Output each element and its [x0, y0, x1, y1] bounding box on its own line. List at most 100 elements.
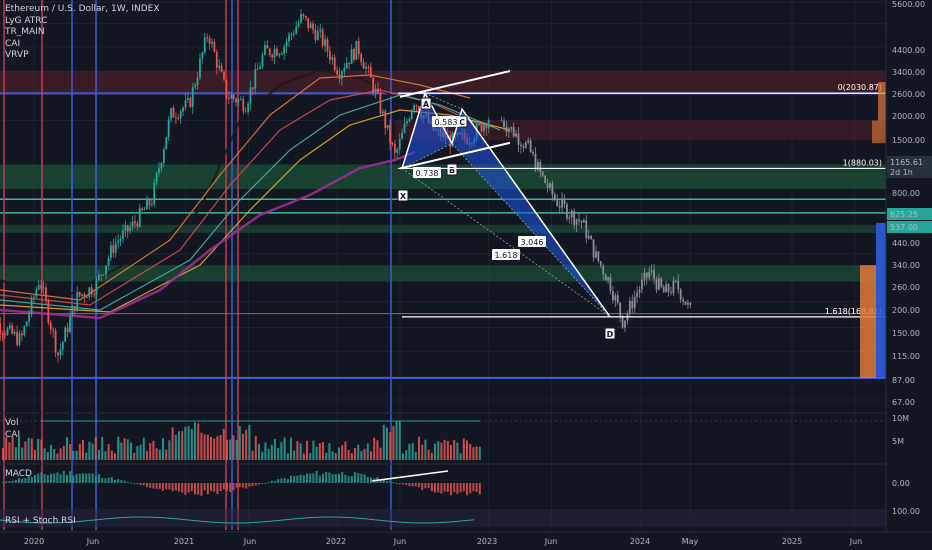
candle-body — [532, 151, 534, 154]
candle-body — [131, 221, 134, 227]
volume-bar — [200, 432, 203, 460]
candle-body — [167, 119, 170, 137]
volume-bar — [142, 437, 145, 460]
candle-body — [126, 225, 129, 232]
volume-bar — [78, 443, 81, 460]
macd-bar — [408, 483, 411, 487]
macd-bar — [110, 477, 113, 483]
macd-bar — [130, 482, 132, 484]
time-tick-label: Jun — [544, 537, 558, 546]
candle-body — [539, 162, 542, 172]
macd-bar — [235, 483, 238, 488]
indicator-lyg-atrc[interactable]: LyG ATRC — [5, 15, 48, 26]
candle-body — [129, 226, 132, 232]
time-axis[interactable]: 2020 Jun 2021 Jun 2022 Jun 2023 Jun 2024 May 2025 J… — [0, 531, 932, 550]
time-tick-label: 2022 — [326, 537, 346, 546]
candle-body — [527, 140, 530, 143]
candle-body — [324, 39, 326, 46]
candle-body — [143, 209, 146, 211]
macd-bar — [232, 483, 235, 491]
candle-body — [179, 111, 182, 119]
candle-body — [624, 320, 626, 328]
candle-body — [114, 242, 117, 253]
candle-body — [162, 149, 165, 164]
macd-bar — [277, 479, 280, 483]
candle-body — [0, 323, 2, 334]
current-price-label: 1165.61 — [890, 158, 923, 167]
macd-bar — [162, 483, 164, 491]
candle-body — [536, 162, 539, 171]
candle-body — [520, 144, 522, 147]
candle-body — [45, 287, 47, 301]
candle-body — [307, 18, 310, 29]
volume-bar — [408, 443, 411, 460]
volume-pane — [0, 412, 886, 460]
macd-bar — [427, 483, 430, 489]
ratio-label: 0.738 — [416, 169, 439, 178]
volume-bar — [450, 445, 452, 460]
macd-bar — [133, 483, 136, 484]
volume-pane-label[interactable]: Vol — [5, 418, 19, 428]
indicator-cai[interactable]: CAI — [5, 38, 21, 49]
candle-body — [379, 92, 382, 114]
candle-body — [667, 284, 670, 292]
volume-bar — [203, 434, 206, 460]
candle-body — [35, 289, 38, 297]
volume-bar — [130, 442, 132, 460]
indicator-tr-main[interactable]: TR_MAIN — [5, 27, 45, 37]
volume-bar — [155, 448, 158, 460]
vrvp-bar — [872, 120, 886, 144]
candle-body — [687, 302, 689, 305]
candle-body — [37, 285, 40, 290]
candle-body — [30, 297, 33, 315]
macd-bar — [187, 483, 190, 493]
candle-body — [213, 41, 216, 52]
candle-body — [396, 149, 399, 153]
macd-bar — [226, 483, 228, 491]
price-axis[interactable]: 5600.00 4400.00 3400.00 2600.00 2000.00 1500.… — [885, 0, 932, 532]
volume-bar — [302, 453, 305, 460]
volume-bar — [274, 438, 276, 460]
candle-body — [247, 103, 249, 112]
candle-body — [264, 45, 266, 55]
cai-pane-label[interactable]: CAI — [5, 430, 21, 440]
candle-body — [592, 239, 595, 258]
macd-bar — [286, 478, 289, 483]
candle-body — [403, 123, 406, 133]
candle-body — [662, 286, 665, 293]
chart-title[interactable]: Ethereum / U.S. Dollar, 1W, INDEX — [5, 4, 160, 14]
volume-bar — [382, 424, 385, 460]
price-tick-label: 5600.00 — [892, 0, 925, 9]
candle-body — [522, 146, 525, 148]
macd-bar — [5, 481, 8, 483]
candle-body — [191, 87, 194, 107]
macd-bar — [370, 477, 372, 483]
macd-bar — [78, 473, 81, 483]
rsi-band — [0, 511, 886, 527]
candle-body — [573, 210, 576, 225]
candle-body — [223, 71, 225, 80]
macd-pane-label[interactable]: MACD — [5, 469, 32, 479]
candle-body — [280, 53, 283, 55]
indicator-vrvp[interactable]: VRVP — [5, 50, 29, 60]
macd-bar — [245, 483, 248, 489]
volume-bar — [59, 448, 62, 460]
macd-bar — [446, 483, 449, 493]
macd-bar — [158, 483, 161, 489]
candle-body — [602, 265, 605, 275]
bd-dotted — [451, 143, 611, 318]
candle-body — [242, 99, 245, 112]
candle-body — [568, 217, 571, 219]
rsi-pane-label[interactable]: RSI + Stoch RSI — [5, 516, 76, 526]
macd-bar — [264, 482, 267, 484]
macd-bar — [318, 475, 321, 483]
macd-bar — [414, 483, 417, 487]
moving-average-line — [0, 68, 431, 302]
macd-bar — [302, 475, 305, 483]
candle-body — [478, 123, 480, 125]
price-tick-label: 150.00 — [892, 329, 920, 338]
candle-body — [146, 199, 148, 210]
candle-body — [483, 124, 485, 132]
